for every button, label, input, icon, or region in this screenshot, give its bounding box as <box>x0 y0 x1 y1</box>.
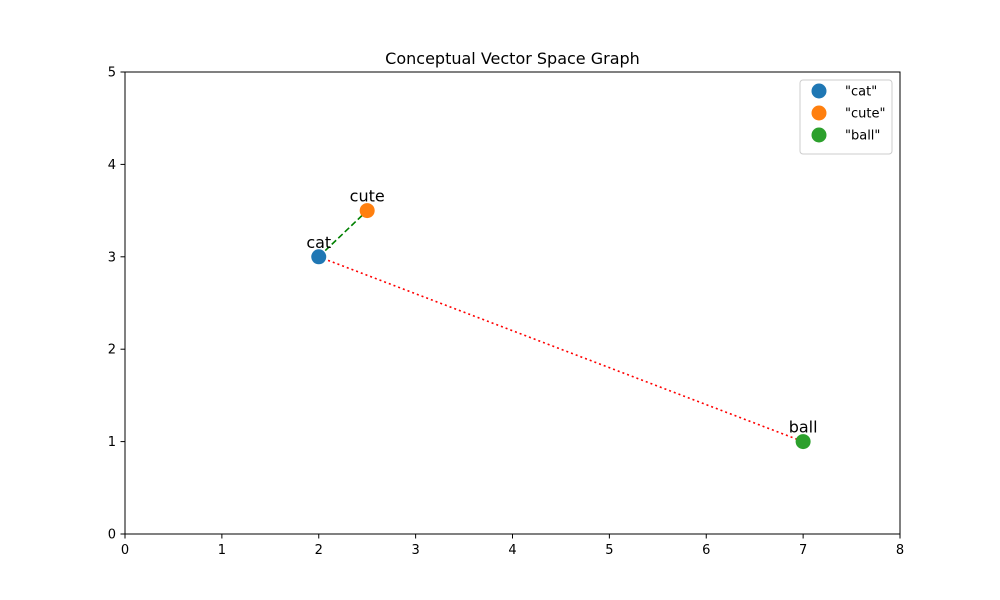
chart-title: Conceptual Vector Space Graph <box>385 49 640 68</box>
legend-marker-cute <box>811 105 827 121</box>
y-tick-label: 5 <box>108 66 116 81</box>
connection-lines <box>318 210 804 443</box>
x-tick-label: 8 <box>896 543 904 558</box>
point-label-cute: cute <box>350 187 385 206</box>
x-tick-label: 5 <box>605 543 613 558</box>
y-tick-label: 2 <box>108 343 116 358</box>
data-points <box>311 203 811 450</box>
y-tick-label: 4 <box>108 158 116 173</box>
y-axis: 0 1 2 3 4 5 <box>108 66 125 543</box>
x-tick-label: 7 <box>799 543 807 558</box>
point-cute <box>359 203 375 219</box>
point-labels: cat cute ball <box>306 187 817 437</box>
x-tick-label: 2 <box>315 543 323 558</box>
connection-line-0 <box>318 210 368 258</box>
legend-label-cute: "cute" <box>845 107 885 122</box>
x-tick-label: 3 <box>411 543 419 558</box>
y-tick-label: 3 <box>108 250 116 265</box>
y-tick-label: 0 <box>108 528 116 543</box>
y-tick-label: 1 <box>108 435 116 450</box>
legend-label-ball: "ball" <box>845 129 880 144</box>
x-tick-label: 4 <box>508 543 516 558</box>
point-label-cat: cat <box>306 233 331 252</box>
legend-label-cat: "cat" <box>845 85 877 100</box>
legend-marker-ball <box>811 127 827 143</box>
legend: "cat" "cute" "ball" <box>799 79 893 155</box>
legend-marker-cat <box>811 83 827 99</box>
point-ball <box>795 434 811 450</box>
point-label-ball: ball <box>789 418 818 437</box>
connection-line-1 <box>318 256 804 443</box>
x-tick-label: 1 <box>218 543 226 558</box>
point-cat <box>311 249 327 265</box>
x-tick-label: 6 <box>702 543 710 558</box>
x-tick-label: 0 <box>121 543 129 558</box>
x-axis: 0 1 2 3 4 5 6 7 8 <box>121 534 904 558</box>
